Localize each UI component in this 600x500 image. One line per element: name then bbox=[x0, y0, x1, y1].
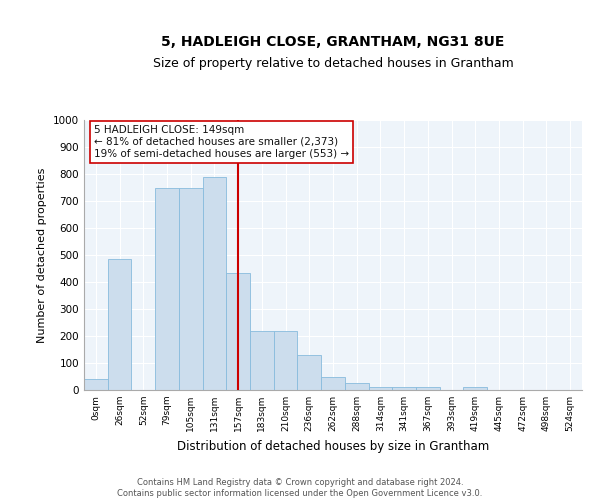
Bar bbox=[84, 379, 108, 390]
Bar bbox=[108, 259, 131, 390]
Text: Size of property relative to detached houses in Grantham: Size of property relative to detached ho… bbox=[152, 58, 514, 70]
Text: 5, HADLEIGH CLOSE, GRANTHAM, NG31 8UE: 5, HADLEIGH CLOSE, GRANTHAM, NG31 8UE bbox=[161, 35, 505, 49]
Text: Contains HM Land Registry data © Crown copyright and database right 2024.
Contai: Contains HM Land Registry data © Crown c… bbox=[118, 478, 482, 498]
Y-axis label: Number of detached properties: Number of detached properties bbox=[37, 168, 47, 342]
Bar bbox=[345, 383, 368, 390]
Bar bbox=[179, 188, 203, 390]
Bar bbox=[392, 388, 416, 390]
Bar bbox=[250, 331, 274, 390]
Text: 5 HADLEIGH CLOSE: 149sqm
← 81% of detached houses are smaller (2,373)
19% of sem: 5 HADLEIGH CLOSE: 149sqm ← 81% of detach… bbox=[94, 126, 349, 158]
Bar bbox=[368, 388, 392, 390]
X-axis label: Distribution of detached houses by size in Grantham: Distribution of detached houses by size … bbox=[177, 440, 489, 452]
Bar bbox=[463, 388, 487, 390]
Bar bbox=[321, 376, 345, 390]
Bar bbox=[155, 188, 179, 390]
Bar bbox=[203, 176, 226, 390]
Bar bbox=[416, 388, 440, 390]
Bar bbox=[226, 272, 250, 390]
Bar bbox=[274, 331, 298, 390]
Bar bbox=[298, 355, 321, 390]
